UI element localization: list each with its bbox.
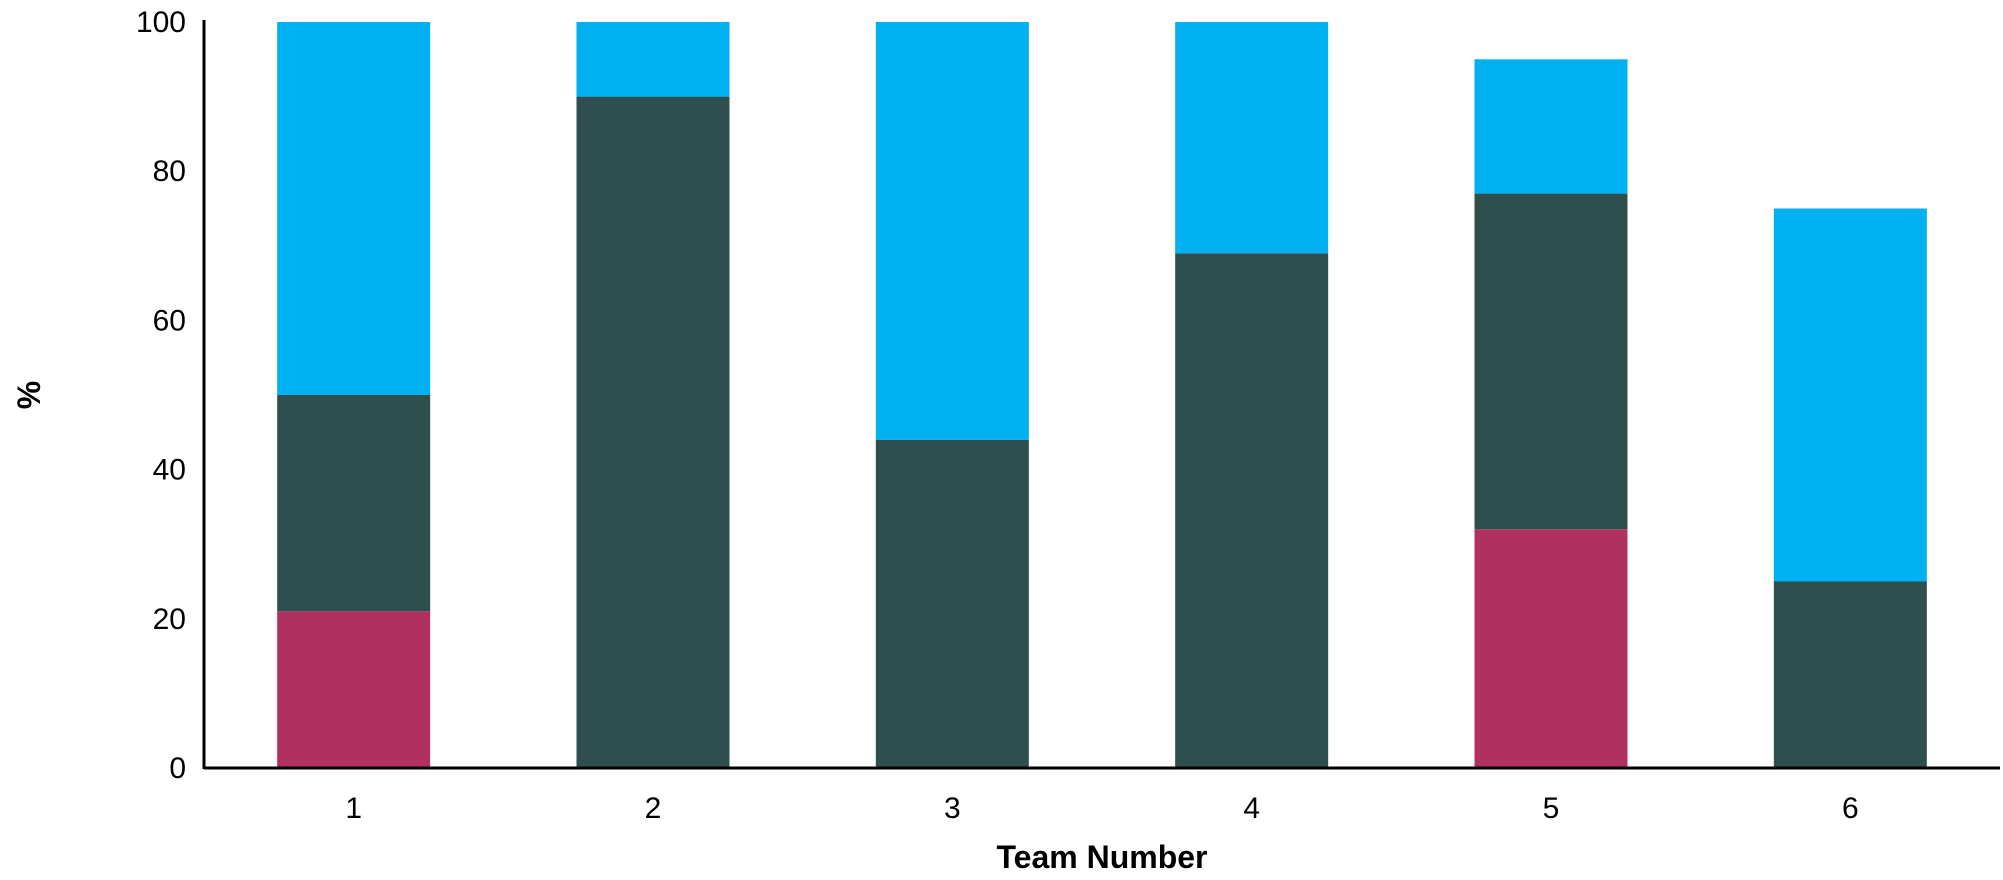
bar-team-1-segment-2 — [277, 395, 431, 612]
bar-team-2-segment-3 — [576, 22, 730, 97]
x-tick-label: 2 — [645, 792, 662, 825]
bar-team-5-segment-2 — [1474, 193, 1628, 530]
axes-layer — [202, 20, 2000, 770]
y-tick-label: 0 — [169, 752, 186, 785]
y-tick-label: 20 — [153, 603, 186, 636]
y-tick-label: 40 — [153, 454, 186, 487]
bar-team-4-segment-2 — [1175, 253, 1329, 768]
bar-team-2-segment-2 — [576, 96, 730, 769]
bar-team-1-segment-1 — [277, 611, 431, 768]
bar-team-6-segment-3 — [1773, 208, 1927, 582]
x-axis-title: Team Number — [996, 839, 1207, 875]
x-tick-label: 6 — [1842, 792, 1859, 825]
x-tick-label: 4 — [1243, 792, 1260, 825]
bar-team-1-segment-3 — [277, 22, 431, 395]
bar-team-6-segment-2 — [1773, 581, 1927, 768]
x-tick-labels: 1 2 3 4 5 6 — [345, 792, 1858, 825]
bar-team-5-segment-3 — [1474, 59, 1628, 194]
x-tick-label: 5 — [1543, 792, 1560, 825]
x-tick-label: 1 — [345, 792, 362, 825]
bar-team-4-segment-3 — [1175, 22, 1329, 254]
y-axis-title: % — [11, 381, 47, 409]
bar-team-5-segment-1 — [1474, 529, 1628, 768]
y-tick-labels: 0 20 40 60 80 100 — [136, 6, 186, 785]
y-tick-label: 80 — [153, 155, 186, 188]
x-tick-label: 3 — [944, 792, 961, 825]
y-tick-label: 60 — [153, 304, 186, 337]
y-tick-label: 100 — [136, 6, 186, 39]
bars-layer — [277, 22, 1927, 769]
bar-team-3-segment-2 — [875, 439, 1029, 768]
bar-team-3-segment-3 — [875, 22, 1029, 440]
